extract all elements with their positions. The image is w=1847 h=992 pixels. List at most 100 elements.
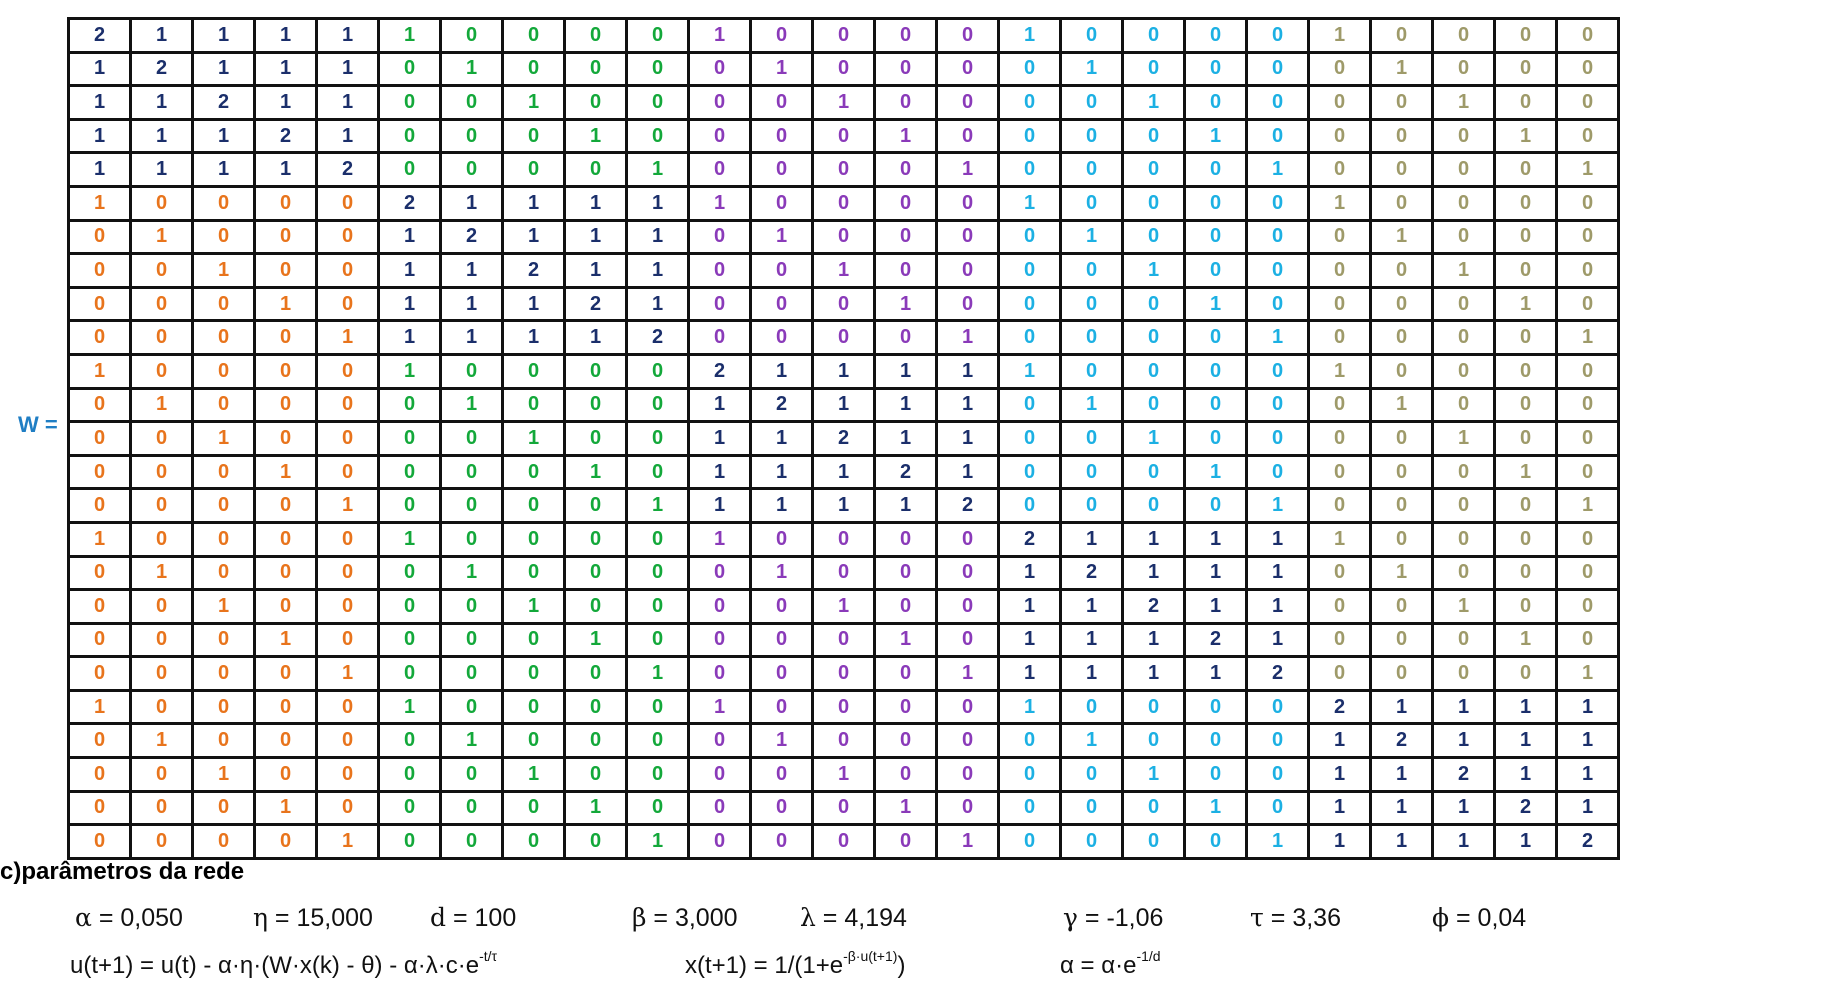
matrix-cell: 0 <box>129 184 194 222</box>
matrix-cell: 0 <box>1183 184 1248 222</box>
matrix-cell: 0 <box>625 688 690 726</box>
matrix-cell: 1 <box>1431 789 1496 827</box>
matrix-cell: 0 <box>1493 84 1558 121</box>
matrix-cell: 0 <box>253 655 318 692</box>
matrix-cell: 0 <box>1307 151 1372 188</box>
matrix-cell: 0 <box>1059 453 1124 491</box>
formula-x-update: x(t+1) = 1/(1+e-β·u(t+1)) <box>685 948 906 979</box>
matrix-cell: 0 <box>935 756 1000 793</box>
matrix-cell: 0 <box>439 487 504 524</box>
matrix-cell: 1 <box>315 487 380 524</box>
matrix-cell: 0 <box>1369 117 1434 155</box>
matrix-cell: 0 <box>811 184 876 222</box>
formula-alpha-update: α = α·e-1/d <box>1060 948 1161 979</box>
matrix-cell: 1 <box>501 84 566 121</box>
matrix-cell: 0 <box>1431 554 1496 592</box>
matrix-cell: 1 <box>67 520 132 558</box>
matrix-cell: 1 <box>935 453 1000 491</box>
matrix-cell: 1 <box>1555 756 1620 793</box>
matrix-cell: 0 <box>873 823 938 860</box>
matrix-cell: 0 <box>997 722 1062 760</box>
param-d: d = 100 <box>430 903 517 932</box>
matrix-cell: 1 <box>1369 218 1434 256</box>
matrix-cell: 0 <box>253 554 318 592</box>
matrix-cell: 2 <box>501 252 566 289</box>
matrix-cell: 0 <box>935 588 1000 625</box>
matrix-cell: 0 <box>67 386 132 424</box>
matrix-cell: 0 <box>439 823 504 860</box>
matrix-cell: 1 <box>315 17 380 54</box>
matrix-cell: 1 <box>1555 722 1620 760</box>
matrix-cell: 1 <box>191 756 256 793</box>
matrix-cell: 0 <box>377 554 442 592</box>
matrix-cell: 1 <box>811 756 876 793</box>
matrix-cell: 2 <box>811 420 876 457</box>
matrix-cell: 0 <box>1369 621 1434 659</box>
matrix-cell: 0 <box>1493 352 1558 390</box>
matrix-cell: 0 <box>1307 420 1372 457</box>
matrix-cell: 0 <box>1307 655 1372 692</box>
matrix-cell: 0 <box>1493 50 1558 88</box>
matrix-cell: 0 <box>873 588 938 625</box>
matrix-cell: 0 <box>1307 621 1372 659</box>
matrix-cell: 0 <box>377 151 442 188</box>
matrix-cell: 0 <box>1059 756 1124 793</box>
matrix-cell: 0 <box>1369 520 1434 558</box>
matrix-cell: 0 <box>811 655 876 692</box>
matrix-cell: 1 <box>811 487 876 524</box>
matrix-cell: 0 <box>1431 218 1496 256</box>
matrix-cell: 1 <box>1121 420 1186 457</box>
matrix-cell: 0 <box>439 789 504 827</box>
matrix-cell: 0 <box>377 756 442 793</box>
matrix-cell: 0 <box>1493 554 1558 592</box>
matrix-cell: 0 <box>563 823 628 860</box>
matrix-cell: 0 <box>687 554 752 592</box>
matrix-cell: 0 <box>67 621 132 659</box>
matrix-cell: 1 <box>129 218 194 256</box>
matrix-cell: 0 <box>1121 688 1186 726</box>
matrix-cell: 1 <box>873 420 938 457</box>
matrix-cell: 0 <box>1493 17 1558 54</box>
matrix-cell: 1 <box>997 17 1062 54</box>
matrix-cell: 0 <box>439 655 504 692</box>
matrix-cell: 0 <box>67 655 132 692</box>
matrix-cell: 0 <box>1059 420 1124 457</box>
matrix-cell: 0 <box>129 588 194 625</box>
matrix-cell: 2 <box>1245 655 1310 692</box>
matrix-cell: 1 <box>377 520 442 558</box>
matrix-cell: 0 <box>997 823 1062 860</box>
matrix-cell: 0 <box>1493 655 1558 692</box>
matrix-cell: 1 <box>687 520 752 558</box>
matrix-cell: 2 <box>1493 789 1558 827</box>
matrix-cell: 0 <box>873 554 938 592</box>
matrix-cell: 0 <box>749 823 814 860</box>
matrix-cell: 0 <box>563 487 628 524</box>
matrix-cell: 0 <box>191 789 256 827</box>
matrix-cell: 0 <box>625 722 690 760</box>
matrix-cell: 1 <box>935 420 1000 457</box>
matrix-cell: 2 <box>1431 756 1496 793</box>
matrix-cell: 1 <box>439 319 504 356</box>
matrix-cell: 1 <box>377 352 442 390</box>
matrix-cell: 0 <box>129 420 194 457</box>
matrix-cell: 2 <box>563 285 628 323</box>
matrix-cell: 1 <box>749 487 814 524</box>
matrix-cell: 0 <box>1245 252 1310 289</box>
matrix-cell: 0 <box>563 50 628 88</box>
matrix-cell: 0 <box>811 285 876 323</box>
matrix-cell: 1 <box>67 84 132 121</box>
param-eta: η = 15,000 <box>253 903 373 932</box>
matrix-cell: 1 <box>1369 823 1434 860</box>
matrix-cell: 0 <box>67 285 132 323</box>
matrix-cell: 1 <box>625 487 690 524</box>
matrix-cell: 1 <box>563 218 628 256</box>
matrix-cell: 0 <box>997 84 1062 121</box>
matrix-cell: 1 <box>1059 655 1124 692</box>
matrix-cell: 0 <box>253 722 318 760</box>
matrix-cell: 1 <box>253 621 318 659</box>
matrix-cell: 1 <box>501 588 566 625</box>
matrix-cell: 0 <box>67 319 132 356</box>
